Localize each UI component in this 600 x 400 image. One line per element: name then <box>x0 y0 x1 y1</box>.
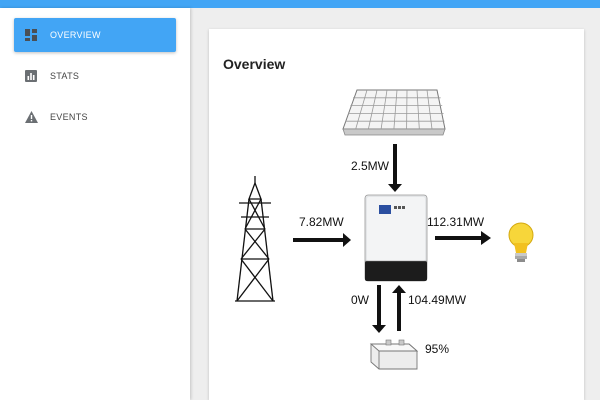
sidebar: OVERVIEW STATS EVENTS <box>0 8 190 400</box>
page-title: Overview <box>223 56 286 72</box>
solar-flow-arrow <box>388 144 402 192</box>
bar-chart-icon <box>24 69 38 83</box>
battery-discharge-value: 104.49MW <box>408 293 467 307</box>
sidebar-item-label: STATS <box>50 71 80 81</box>
dashboard-icon <box>24 28 38 42</box>
battery-charge-arrow <box>372 285 386 333</box>
solar-power-value: 2.5MW <box>351 159 390 173</box>
sidebar-item-overview[interactable]: OVERVIEW <box>14 18 176 52</box>
solar-panel-icon <box>342 89 446 136</box>
top-app-bar <box>0 0 600 8</box>
sidebar-item-stats[interactable]: STATS <box>14 59 176 93</box>
overview-card: Overview <box>209 29 584 400</box>
battery-charge-value: 0W <box>351 293 369 307</box>
light-bulb-icon <box>508 222 534 262</box>
load-flow-arrow <box>435 231 491 245</box>
sidebar-item-events[interactable]: EVENTS <box>14 100 176 134</box>
sidebar-item-label: OVERVIEW <box>50 30 101 40</box>
power-tower-icon <box>235 176 275 302</box>
battery-discharge-arrow <box>392 285 406 331</box>
load-power-value: 112.31MW <box>427 215 485 229</box>
sidebar-item-label: EVENTS <box>50 112 88 122</box>
warning-icon <box>24 110 38 124</box>
energy-flow-diagram <box>235 89 534 370</box>
battery-level-value: 95% <box>425 342 450 356</box>
grid-power-value: 7.82MW <box>299 215 344 229</box>
inverter-icon <box>364 194 428 282</box>
grid-flow-arrow <box>293 233 351 247</box>
battery-icon <box>369 339 419 370</box>
